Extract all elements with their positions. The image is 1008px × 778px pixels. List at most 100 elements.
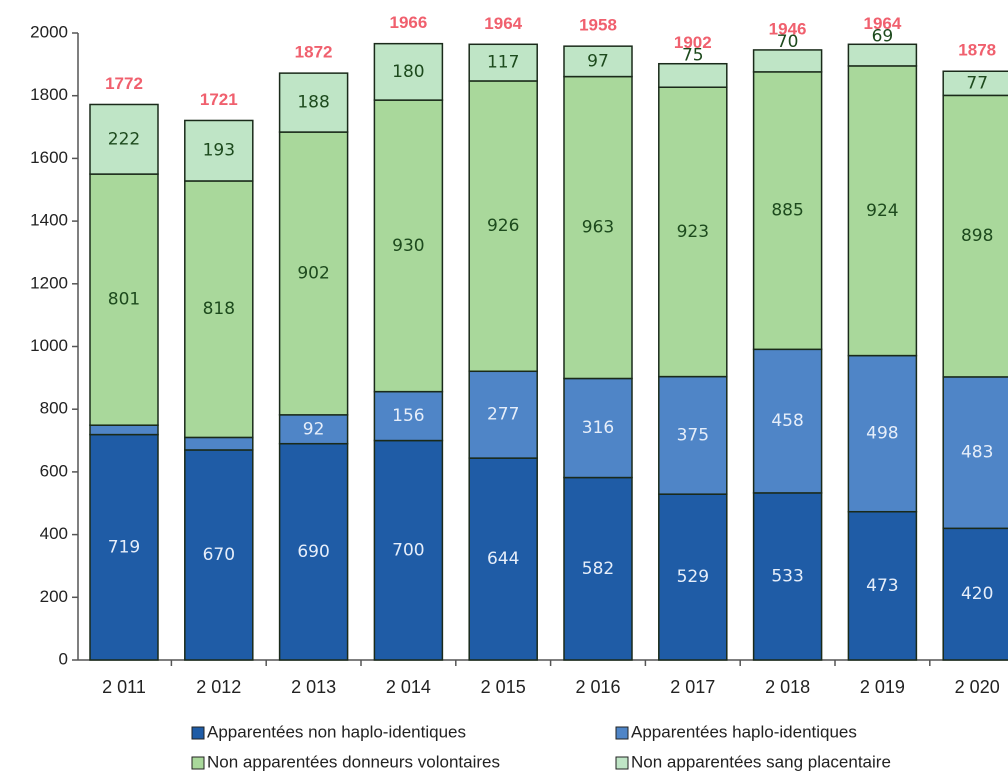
data-label: 458 <box>771 411 803 431</box>
data-label: 700 <box>392 540 424 560</box>
bar-segment <box>89 173 159 426</box>
total-label: 1964 <box>484 14 522 33</box>
data-label: 801 <box>108 290 140 310</box>
data-label: 156 <box>392 406 424 426</box>
bar-segment <box>468 80 538 373</box>
bar-segment <box>658 86 728 378</box>
legend-label: Apparentées non haplo-identiques <box>207 722 466 741</box>
x-tick-label: 2 015 <box>481 677 526 697</box>
data-label: 75 <box>682 46 704 66</box>
bar-segment <box>847 354 918 513</box>
legend-label: Non apparentées donneurs volontaires <box>207 752 500 771</box>
legend-swatch <box>615 726 629 740</box>
data-label: 898 <box>961 226 993 246</box>
total-label: 1966 <box>389 13 427 32</box>
data-label: 97 <box>587 51 609 71</box>
bar-segment <box>373 42 444 101</box>
x-tick-label: 2 017 <box>670 677 715 697</box>
y-tick-label: 1000 <box>30 336 68 355</box>
data-label: 885 <box>771 201 803 221</box>
data-label: 902 <box>297 263 329 283</box>
data-label: 930 <box>392 236 424 256</box>
data-label: 533 <box>771 566 803 586</box>
x-tick-label: 2 014 <box>386 677 431 697</box>
total-label: 1964 <box>863 14 901 33</box>
data-label: 180 <box>392 62 424 82</box>
x-tick-label: 2 020 <box>955 677 1000 697</box>
bar-segment <box>468 457 538 661</box>
bar-segment <box>658 493 728 661</box>
total-label: 1946 <box>769 19 807 38</box>
data-label: 69 <box>872 26 894 46</box>
data-label: 92 <box>303 419 325 439</box>
data-label: 222 <box>108 129 140 149</box>
data-label: 473 <box>866 576 898 596</box>
bar-segment <box>373 390 444 442</box>
legend-label: Apparentées haplo-identiques <box>631 722 857 741</box>
legend-swatch <box>615 756 629 770</box>
data-label: 70 <box>777 32 799 52</box>
data-label: 188 <box>297 93 329 113</box>
bar-segment <box>563 45 633 78</box>
bar-segment <box>89 103 159 175</box>
bar-segment <box>278 442 349 661</box>
data-label: 924 <box>866 201 898 221</box>
x-tick-label: 2 016 <box>575 677 620 697</box>
data-label: 963 <box>582 218 614 238</box>
data-label: 498 <box>866 424 898 444</box>
bar-segment <box>752 71 823 351</box>
bar-segment <box>942 376 1008 530</box>
bar-segment <box>468 43 538 82</box>
data-label: 316 <box>582 418 614 438</box>
data-label: 375 <box>677 425 709 445</box>
data-label: 77 <box>966 73 988 93</box>
bar-segment <box>373 439 444 661</box>
y-tick-label: 200 <box>40 587 68 606</box>
y-tick-label: 600 <box>40 461 68 480</box>
data-label: 818 <box>203 299 235 319</box>
bar-segment <box>184 119 254 182</box>
bar-segment <box>278 131 349 416</box>
bar-segment <box>847 43 918 67</box>
bar-segment <box>942 70 1008 97</box>
data-label: 923 <box>677 222 709 242</box>
data-label: 277 <box>487 405 519 425</box>
total-label: 1878 <box>958 41 996 60</box>
data-label: 690 <box>297 542 329 562</box>
y-tick-label: 2000 <box>30 22 68 41</box>
bar-segment <box>658 62 728 88</box>
bar-segment <box>184 180 254 439</box>
data-label: 483 <box>961 443 993 463</box>
data-label: 719 <box>108 537 140 557</box>
total-label: 1721 <box>200 90 238 109</box>
bar-segment <box>752 492 823 661</box>
x-tick-label: 2 011 <box>102 677 146 697</box>
y-tick-label: 1800 <box>30 85 68 104</box>
y-tick-label: 1200 <box>30 273 68 292</box>
bar-segment <box>752 49 823 73</box>
data-label: 670 <box>203 545 235 565</box>
data-label: 529 <box>677 567 709 587</box>
x-tick-label: 2 019 <box>860 677 905 697</box>
bar-segment <box>942 94 1008 378</box>
y-tick-label: 0 <box>59 649 68 668</box>
bar-segment <box>373 99 444 393</box>
bar-segment <box>89 433 159 661</box>
total-label: 1872 <box>295 43 333 62</box>
y-tick-label: 1400 <box>30 211 68 230</box>
y-tick-label: 800 <box>40 399 68 418</box>
total-label: 1902 <box>674 33 712 52</box>
data-label: 117 <box>487 53 519 73</box>
y-tick-label: 1600 <box>30 148 68 167</box>
data-label: 926 <box>487 216 519 236</box>
bar-segment <box>563 75 633 380</box>
x-tick-label: 2 012 <box>196 677 241 697</box>
bar-segment <box>278 72 349 133</box>
data-label: 420 <box>961 584 993 604</box>
legend-swatch <box>191 756 205 770</box>
total-label: 1958 <box>579 16 617 35</box>
bar-segment <box>184 449 254 661</box>
bar-segment <box>563 377 633 479</box>
data-label: 193 <box>203 141 235 161</box>
